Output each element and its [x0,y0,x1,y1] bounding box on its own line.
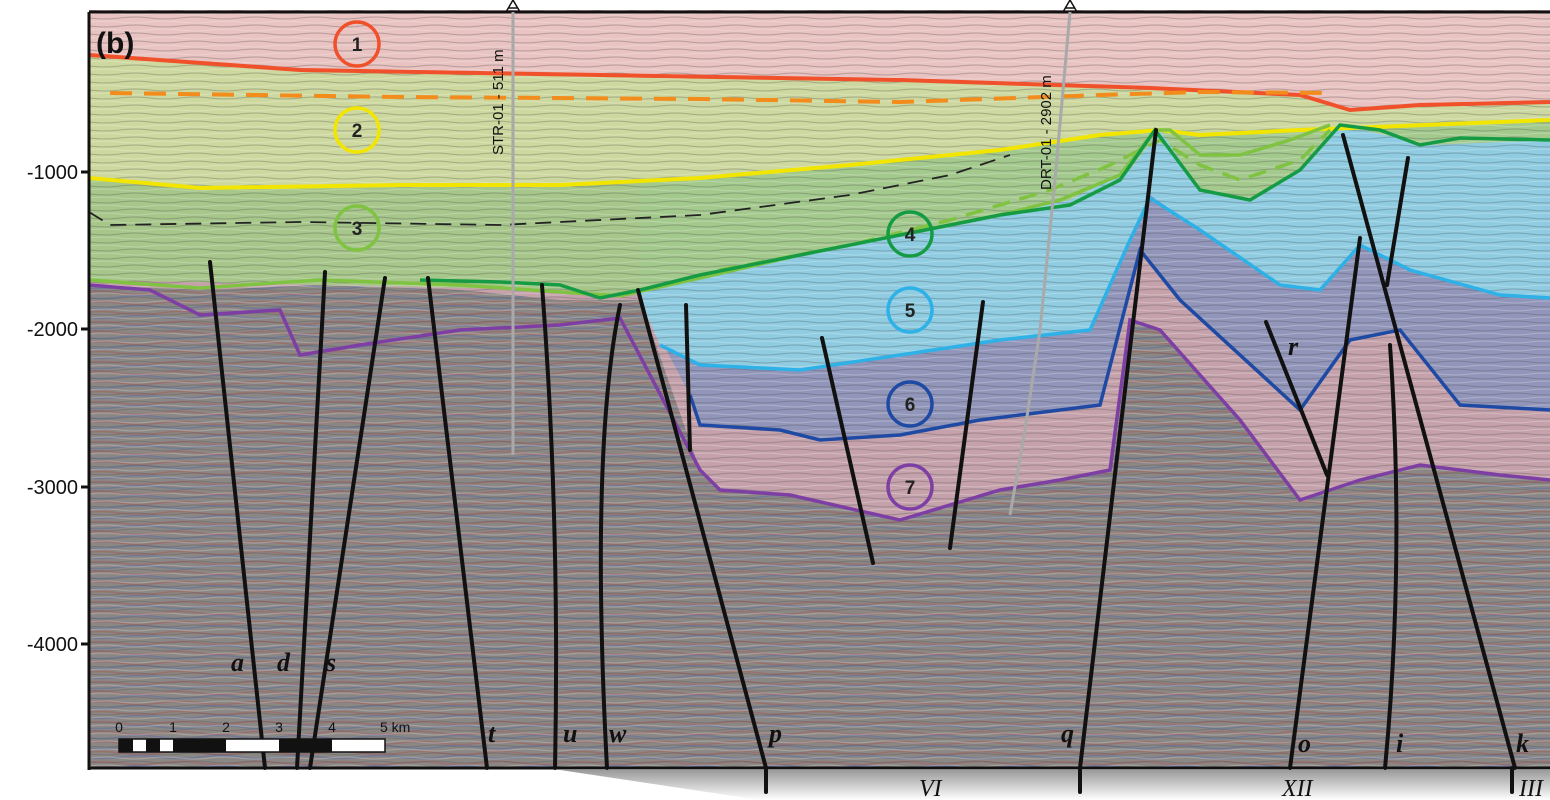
fault-line-x [820,336,875,565]
fault-label-o: o [1298,729,1311,758]
fault-line-w [598,303,622,770]
unit-marker-2 [333,106,381,154]
cross-line-label: III [1518,776,1544,800]
horizon-1-top-unit-2 [89,53,1550,113]
unit-marker-1 [333,20,381,68]
fault-line-s [308,276,387,770]
horizon-orange-dashed [109,89,1331,105]
horizon-5-top-unit-6 [659,195,1550,372]
unit-marker-3 [333,204,381,252]
fault-line-a [208,260,267,770]
fault-line-y [948,300,985,550]
horizon-6-top-unit-7 [688,246,1550,442]
unit-number: 1 [352,35,363,56]
scale-tick-label: 4 [328,719,336,735]
fault-line-r [1264,320,1329,477]
fault-line-k [1341,133,1517,770]
fault-label-w: w [609,719,627,748]
horizon-7-top-basement [89,283,1550,522]
unit-numbers: 1 2 3 4 5 6 7 [352,35,916,499]
scale-tick-label: 2 [222,719,230,735]
unit-marker-6 [886,380,934,428]
fault-line-i [1383,343,1399,770]
fault-line-o [1288,236,1362,770]
scale-tick-label: 0 [115,719,123,735]
fault-label-a: a [231,648,244,677]
fault-label-s: s [325,648,336,677]
fault-label-u: u [563,719,577,748]
fault-label-i: i [1396,729,1404,758]
unit-markers [333,20,934,511]
fault-label-d: d [277,648,291,677]
section-shadow [560,770,1550,800]
fault-label-q: q [1061,719,1074,748]
scale-tick-label: 1 [169,719,177,735]
fault-label-t: t [488,719,496,748]
scale-tick-label: 3 [275,719,283,735]
horizon-4-top-unit-5 [419,123,1550,300]
fault-label-p: p [767,719,782,748]
scale-tick-label: 5 km [380,719,410,735]
unit-number: 6 [905,395,916,416]
unit-number: 2 [352,121,363,142]
fault-line-t [426,276,489,770]
cross-line-label: VI [919,776,943,800]
well-label: STR-01 - 511 m [490,49,507,155]
unit-marker-5 [886,286,934,334]
fault-label-k: k [1516,729,1529,758]
unit-number: 5 [905,301,916,322]
fault-labels: a d s t u w p q o i k r [231,332,1529,758]
y-tick-label: -1000 [27,162,78,184]
unit-number: 3 [352,219,363,240]
horizon-green-dashed [719,128,1332,272]
unit-marker-4 [886,210,934,258]
fault-line-d [295,270,327,770]
horizon-black-dashed [89,154,1011,226]
unit-marker-7 [886,463,934,511]
faults [208,128,1517,794]
well-str-01: STR-01 - 511 m [490,0,521,455]
scale-bar: 0 1 2 3 4 5 km [115,719,410,753]
well-derrick-icon [505,0,521,13]
y-tick-label: -2000 [27,319,78,341]
fault-label-r: r [1288,332,1299,361]
y-tick-label: -3000 [27,477,78,499]
fault-line-p [636,288,768,770]
y-axis: -1000 -2000 -3000 -4000 [27,162,89,656]
well-label: DRT-01 - 2902 m [1038,75,1055,190]
fault-line-i-upper [1385,156,1410,287]
fault-line-u [540,283,559,770]
unit-number: 7 [905,478,916,499]
panel-label: (b) [96,27,134,60]
horizon-2-top-unit-3 [89,118,1550,191]
fault-line-p-stub [684,303,692,452]
cross-line-label: XII [1281,776,1314,800]
unit-number: 4 [905,225,916,246]
well-drt-01: DRT-01 - 2902 m [1008,0,1078,516]
y-tick-label: -4000 [27,634,78,656]
well-derrick-icon [1062,0,1078,13]
fault-line-q [1078,128,1158,770]
